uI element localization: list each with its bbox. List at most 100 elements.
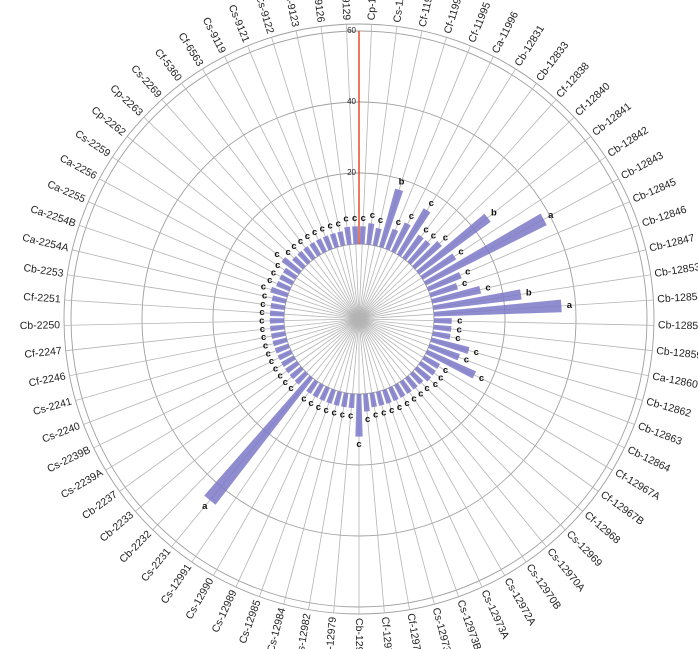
category-label: Cs-2240 xyxy=(40,420,82,445)
grid-spoke xyxy=(358,318,654,326)
bar xyxy=(281,355,296,368)
bar xyxy=(337,231,346,247)
category-label: Cs-12979 xyxy=(323,616,339,649)
bar xyxy=(289,366,304,380)
grid-spoke xyxy=(79,225,360,320)
group-label: c xyxy=(267,275,272,286)
group-label: c xyxy=(288,383,293,394)
group-label: c xyxy=(424,383,429,394)
category-label: Cb-12853 xyxy=(654,261,698,280)
bar xyxy=(271,295,287,304)
grid-spoke xyxy=(65,318,360,352)
grid-spoke xyxy=(358,318,566,531)
group-label: c xyxy=(457,316,462,327)
grid-spoke xyxy=(119,318,360,492)
group-label: c xyxy=(479,373,484,384)
bar xyxy=(297,250,311,265)
grid-spoke xyxy=(358,99,557,320)
group-label: c xyxy=(263,340,268,351)
bar xyxy=(274,343,290,354)
bar xyxy=(430,337,470,354)
grid-spoke xyxy=(358,318,599,492)
group-label: c xyxy=(378,215,383,226)
bar xyxy=(428,343,461,361)
grid-spoke xyxy=(93,318,360,449)
bar xyxy=(372,227,382,247)
bar xyxy=(322,235,333,251)
bar xyxy=(355,393,363,437)
group-label: c xyxy=(301,394,306,405)
category-label: Cf-2251 xyxy=(23,291,61,305)
bar xyxy=(309,241,322,257)
grid-spoke xyxy=(135,318,360,512)
category-label: Cs-12984 xyxy=(265,606,288,649)
category-label: Ca-12860 xyxy=(651,370,698,391)
grid-spoke xyxy=(212,318,360,576)
bar xyxy=(388,386,399,402)
group-label: c xyxy=(332,407,337,418)
group-label: c xyxy=(308,398,313,409)
group-label: c xyxy=(423,225,428,236)
group-label: c xyxy=(271,267,276,278)
category-label: Cp-2262 xyxy=(89,104,128,138)
category-label: Cs-2239B xyxy=(45,444,92,475)
group-label: c xyxy=(343,214,348,225)
bar xyxy=(391,222,411,254)
bar xyxy=(399,379,412,395)
bar xyxy=(282,267,298,280)
category-label: Cf-12975 xyxy=(379,616,395,649)
category-label: Cb-2253 xyxy=(23,262,65,280)
group-label: c xyxy=(443,365,448,376)
grid-spoke xyxy=(358,116,575,320)
grid xyxy=(63,23,655,615)
category-label: Cs-9123 xyxy=(281,0,301,28)
group-label: c xyxy=(464,355,469,366)
bar xyxy=(363,393,370,412)
category-label: Cb-12978 xyxy=(353,618,365,649)
group-label: c xyxy=(259,307,264,318)
group-label: c xyxy=(409,211,414,222)
grid-spoke xyxy=(152,318,360,531)
grid-spoke xyxy=(181,83,360,320)
bar xyxy=(366,223,375,245)
category-label: Cf-2247 xyxy=(24,345,63,361)
category-label: Cf-2246 xyxy=(28,370,67,389)
grid-spoke xyxy=(224,56,360,320)
category-label: Cs-12969 xyxy=(564,528,605,569)
group-label: c xyxy=(429,198,434,209)
bar xyxy=(409,370,424,385)
group-label: c xyxy=(262,291,267,302)
tick-label: 20 xyxy=(347,168,356,177)
category-label: Cs-2231 xyxy=(139,546,174,584)
bar xyxy=(429,283,459,298)
bar xyxy=(348,393,355,409)
grid-spoke xyxy=(358,318,643,401)
bar xyxy=(369,392,377,408)
group-label: c xyxy=(277,370,282,381)
group-label: c xyxy=(260,299,265,310)
bar xyxy=(396,208,431,257)
bar xyxy=(422,355,441,369)
group-label: c xyxy=(328,221,333,232)
bar xyxy=(352,226,359,245)
grid-spoke xyxy=(358,83,537,320)
tick-label: 60 xyxy=(347,26,356,35)
bar xyxy=(204,375,314,505)
group-label: c xyxy=(340,409,345,420)
bar xyxy=(431,286,482,304)
tick-label: 40 xyxy=(347,97,356,106)
group-label: c xyxy=(438,372,443,383)
bar xyxy=(315,238,327,254)
grid-spoke xyxy=(358,318,527,563)
bar xyxy=(329,233,339,249)
group-label: c xyxy=(261,332,266,343)
category-label: Cs-12970B xyxy=(524,562,564,612)
bar xyxy=(294,370,309,385)
category-label: Cs-12985 xyxy=(237,598,264,645)
grid-spoke xyxy=(358,37,447,320)
group-label: c xyxy=(458,247,463,258)
bar xyxy=(312,383,325,398)
group-label: c xyxy=(348,410,353,421)
group-label: c xyxy=(316,402,321,413)
